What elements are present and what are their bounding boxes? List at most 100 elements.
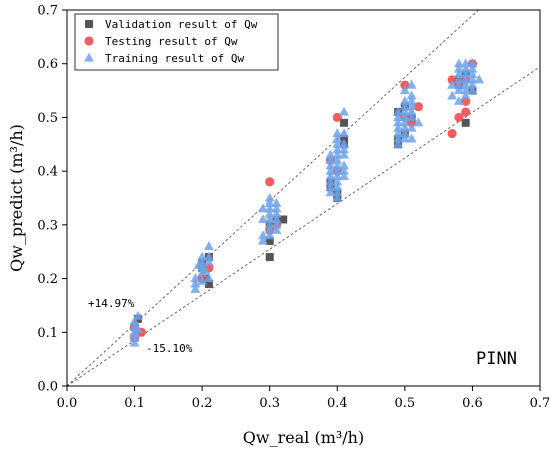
data-point	[203, 257, 214, 267]
data-point	[264, 208, 275, 218]
legend-label: Training result of Qw	[105, 52, 244, 65]
data-point	[332, 176, 343, 186]
data-point	[453, 63, 464, 73]
data-point	[399, 106, 410, 116]
data-point	[393, 106, 404, 116]
data-point	[265, 177, 275, 187]
upper-bound-label: +14.97%	[88, 297, 135, 310]
legend: Validation result of Qw Testing result of…	[74, 13, 279, 71]
data-point	[325, 176, 336, 186]
data-point	[279, 215, 288, 224]
data-point	[257, 235, 268, 245]
data-point	[460, 69, 471, 79]
data-point	[197, 251, 208, 261]
data-point	[393, 128, 404, 138]
data-point	[264, 219, 275, 229]
data-point	[339, 165, 350, 175]
data-point	[190, 278, 201, 288]
data-point	[190, 283, 201, 293]
data-point	[393, 112, 404, 122]
x-tick-label: 0.3	[259, 396, 280, 411]
data-point	[332, 133, 343, 143]
data-point	[325, 160, 336, 170]
y-tick-label: 0.4	[37, 165, 58, 180]
data-points	[129, 58, 485, 347]
data-point	[406, 79, 417, 89]
data-point	[332, 187, 343, 197]
data-point	[393, 133, 404, 143]
x-axis-title: Qw_real (m³/h)	[243, 428, 364, 447]
data-point	[264, 224, 275, 234]
data-point	[406, 90, 417, 100]
data-point	[271, 224, 282, 234]
data-point	[467, 85, 478, 95]
legend-marker	[84, 52, 94, 62]
data-point	[460, 58, 471, 68]
data-point	[203, 273, 214, 283]
data-point	[339, 106, 350, 116]
y-axis-title: Qw_predict (m³/h)	[7, 124, 26, 272]
data-point	[271, 219, 282, 229]
data-point	[271, 208, 282, 218]
data-point	[453, 85, 464, 95]
data-point	[339, 171, 350, 181]
plot-frame	[66, 9, 541, 387]
data-point	[399, 133, 410, 143]
legend-marker	[84, 36, 94, 46]
data-point	[467, 58, 478, 68]
data-point	[204, 279, 213, 288]
data-point	[453, 58, 464, 68]
data-point	[406, 101, 417, 111]
data-point	[339, 138, 350, 148]
legend-box	[74, 13, 279, 71]
data-point	[200, 265, 211, 275]
legend-items: Validation result of Qw Testing result of…	[84, 18, 258, 65]
data-point	[399, 95, 410, 105]
data-point	[460, 74, 471, 84]
data-point	[474, 74, 485, 84]
data-point	[325, 187, 336, 197]
data-point	[197, 275, 208, 285]
data-point	[132, 324, 143, 334]
data-point	[460, 90, 471, 100]
data-point	[257, 203, 268, 213]
data-point	[271, 197, 282, 207]
data-point	[460, 85, 471, 95]
data-point	[332, 160, 343, 170]
x-tick-label: 0.5	[395, 396, 416, 411]
data-point	[132, 310, 143, 320]
data-point	[447, 90, 458, 100]
x-tick-label: 0.0	[57, 396, 78, 411]
y-tick-label: 0.1	[37, 326, 58, 341]
data-point	[447, 128, 457, 139]
data-point	[406, 122, 417, 132]
data-point	[332, 165, 343, 175]
data-point	[325, 181, 336, 191]
data-point	[271, 214, 282, 224]
legend-label: Validation result of Qw	[105, 18, 258, 31]
data-point	[340, 118, 349, 127]
data-point	[325, 171, 336, 181]
data-point	[406, 106, 417, 116]
data-point	[399, 122, 410, 132]
data-point	[193, 259, 204, 269]
data-point	[339, 160, 350, 170]
data-point	[406, 133, 417, 143]
data-point	[393, 138, 404, 148]
data-point	[399, 128, 410, 138]
data-point	[129, 337, 140, 347]
data-point	[406, 95, 417, 105]
data-point	[461, 107, 471, 117]
data-point	[265, 253, 274, 262]
data-point	[257, 230, 268, 240]
data-point	[332, 181, 343, 191]
x-tick-label: 0.4	[327, 396, 348, 411]
data-point	[339, 149, 350, 159]
data-point	[203, 240, 214, 250]
data-point	[399, 101, 410, 111]
data-point	[460, 79, 471, 89]
data-point	[203, 251, 214, 261]
x-tick-label: 0.2	[192, 396, 213, 411]
data-point	[399, 112, 410, 122]
data-point	[265, 236, 274, 245]
